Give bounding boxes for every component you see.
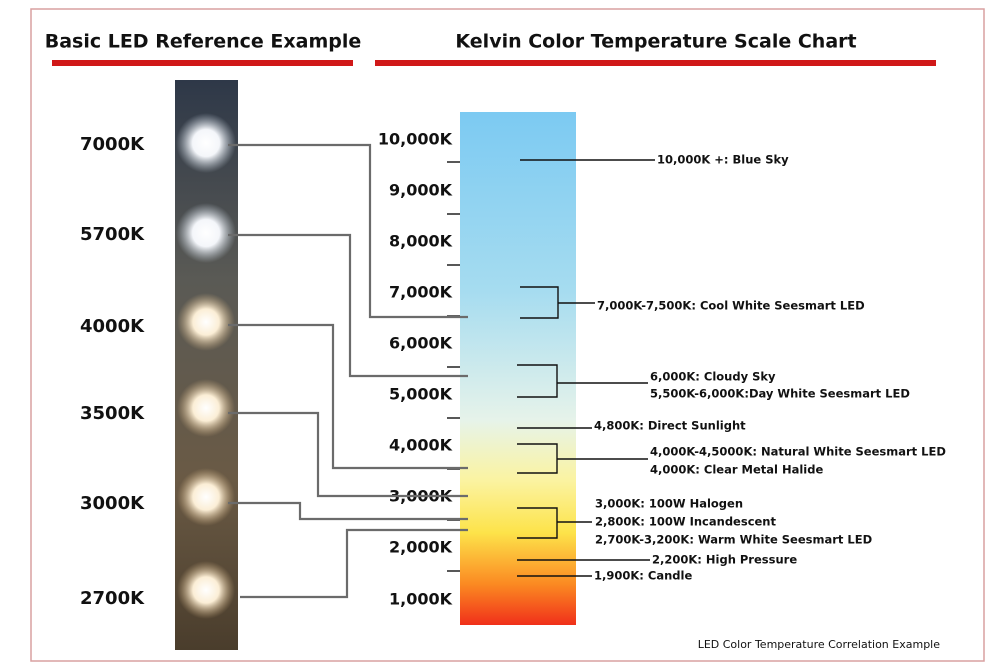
annotation: 4,000K: Clear Metal Halide (650, 463, 823, 477)
scale-label: 8,000K (389, 232, 453, 251)
connectors (228, 143, 468, 599)
annotation: 3,000K: 100W Halogen (595, 497, 743, 511)
scale-label: 10,000K (378, 130, 453, 149)
led (177, 293, 235, 351)
led-label: 3000K (80, 493, 145, 514)
annotation: 6,000K: Cloudy Sky (650, 370, 776, 384)
scale-label: 2,000K (389, 538, 453, 557)
led (177, 379, 235, 437)
led (176, 113, 236, 173)
scale-label: 7,000K (389, 283, 453, 302)
connector (228, 501, 468, 521)
led (177, 468, 235, 526)
bracket (517, 507, 558, 539)
footer: LED Color Temperature Correlation Exampl… (698, 638, 941, 651)
annotation: 4,800K: Direct Sunlight (594, 419, 746, 433)
scale-label: 9,000K (389, 181, 453, 200)
annotation: 7,000K-7,500K: Cool White Seesmart LED (597, 299, 865, 313)
scale-label: 1,000K (389, 590, 453, 609)
led-strip (175, 80, 238, 650)
annotation: 2,200K: High Pressure (652, 553, 797, 567)
annotation: 2,700K-3,200K: Warm White Seesmart LED (595, 533, 872, 547)
scale-label: 6,000K (389, 334, 453, 353)
led-label: 7000K (80, 134, 145, 155)
connector (240, 528, 468, 599)
led (177, 561, 235, 619)
annotation-lines (517, 159, 655, 577)
led-label: 2700K (80, 588, 145, 609)
kelvin-bar (460, 112, 576, 625)
annotation: 1,900K: Candle (594, 569, 692, 583)
connector (228, 411, 468, 498)
connector (228, 233, 468, 378)
annotation: 2,800K: 100W Incandescent (595, 515, 776, 529)
bracket (517, 364, 558, 398)
led-label: 3500K (80, 403, 145, 424)
led-label: 4000K (80, 316, 145, 337)
annotation: 10,000K +: Blue Sky (657, 153, 789, 167)
led (176, 203, 236, 263)
underline (375, 60, 936, 66)
scale-ticks (447, 161, 460, 572)
led-label: 5700K (80, 224, 145, 245)
left-title: Basic LED Reference Example (45, 31, 362, 53)
underline (52, 60, 353, 66)
scale-label: 4,000K (389, 436, 453, 455)
annotation: 5,500K-6,000K:Day White Seesmart LED (650, 387, 910, 401)
annotation: 4,000K-4,5000K: Natural White Seesmart L… (650, 445, 946, 459)
frame (30, 8, 985, 662)
right-title: Kelvin Color Temperature Scale Chart (455, 31, 856, 53)
scale-label: 5,000K (389, 385, 453, 404)
connector (228, 143, 468, 319)
connector (228, 323, 468, 470)
